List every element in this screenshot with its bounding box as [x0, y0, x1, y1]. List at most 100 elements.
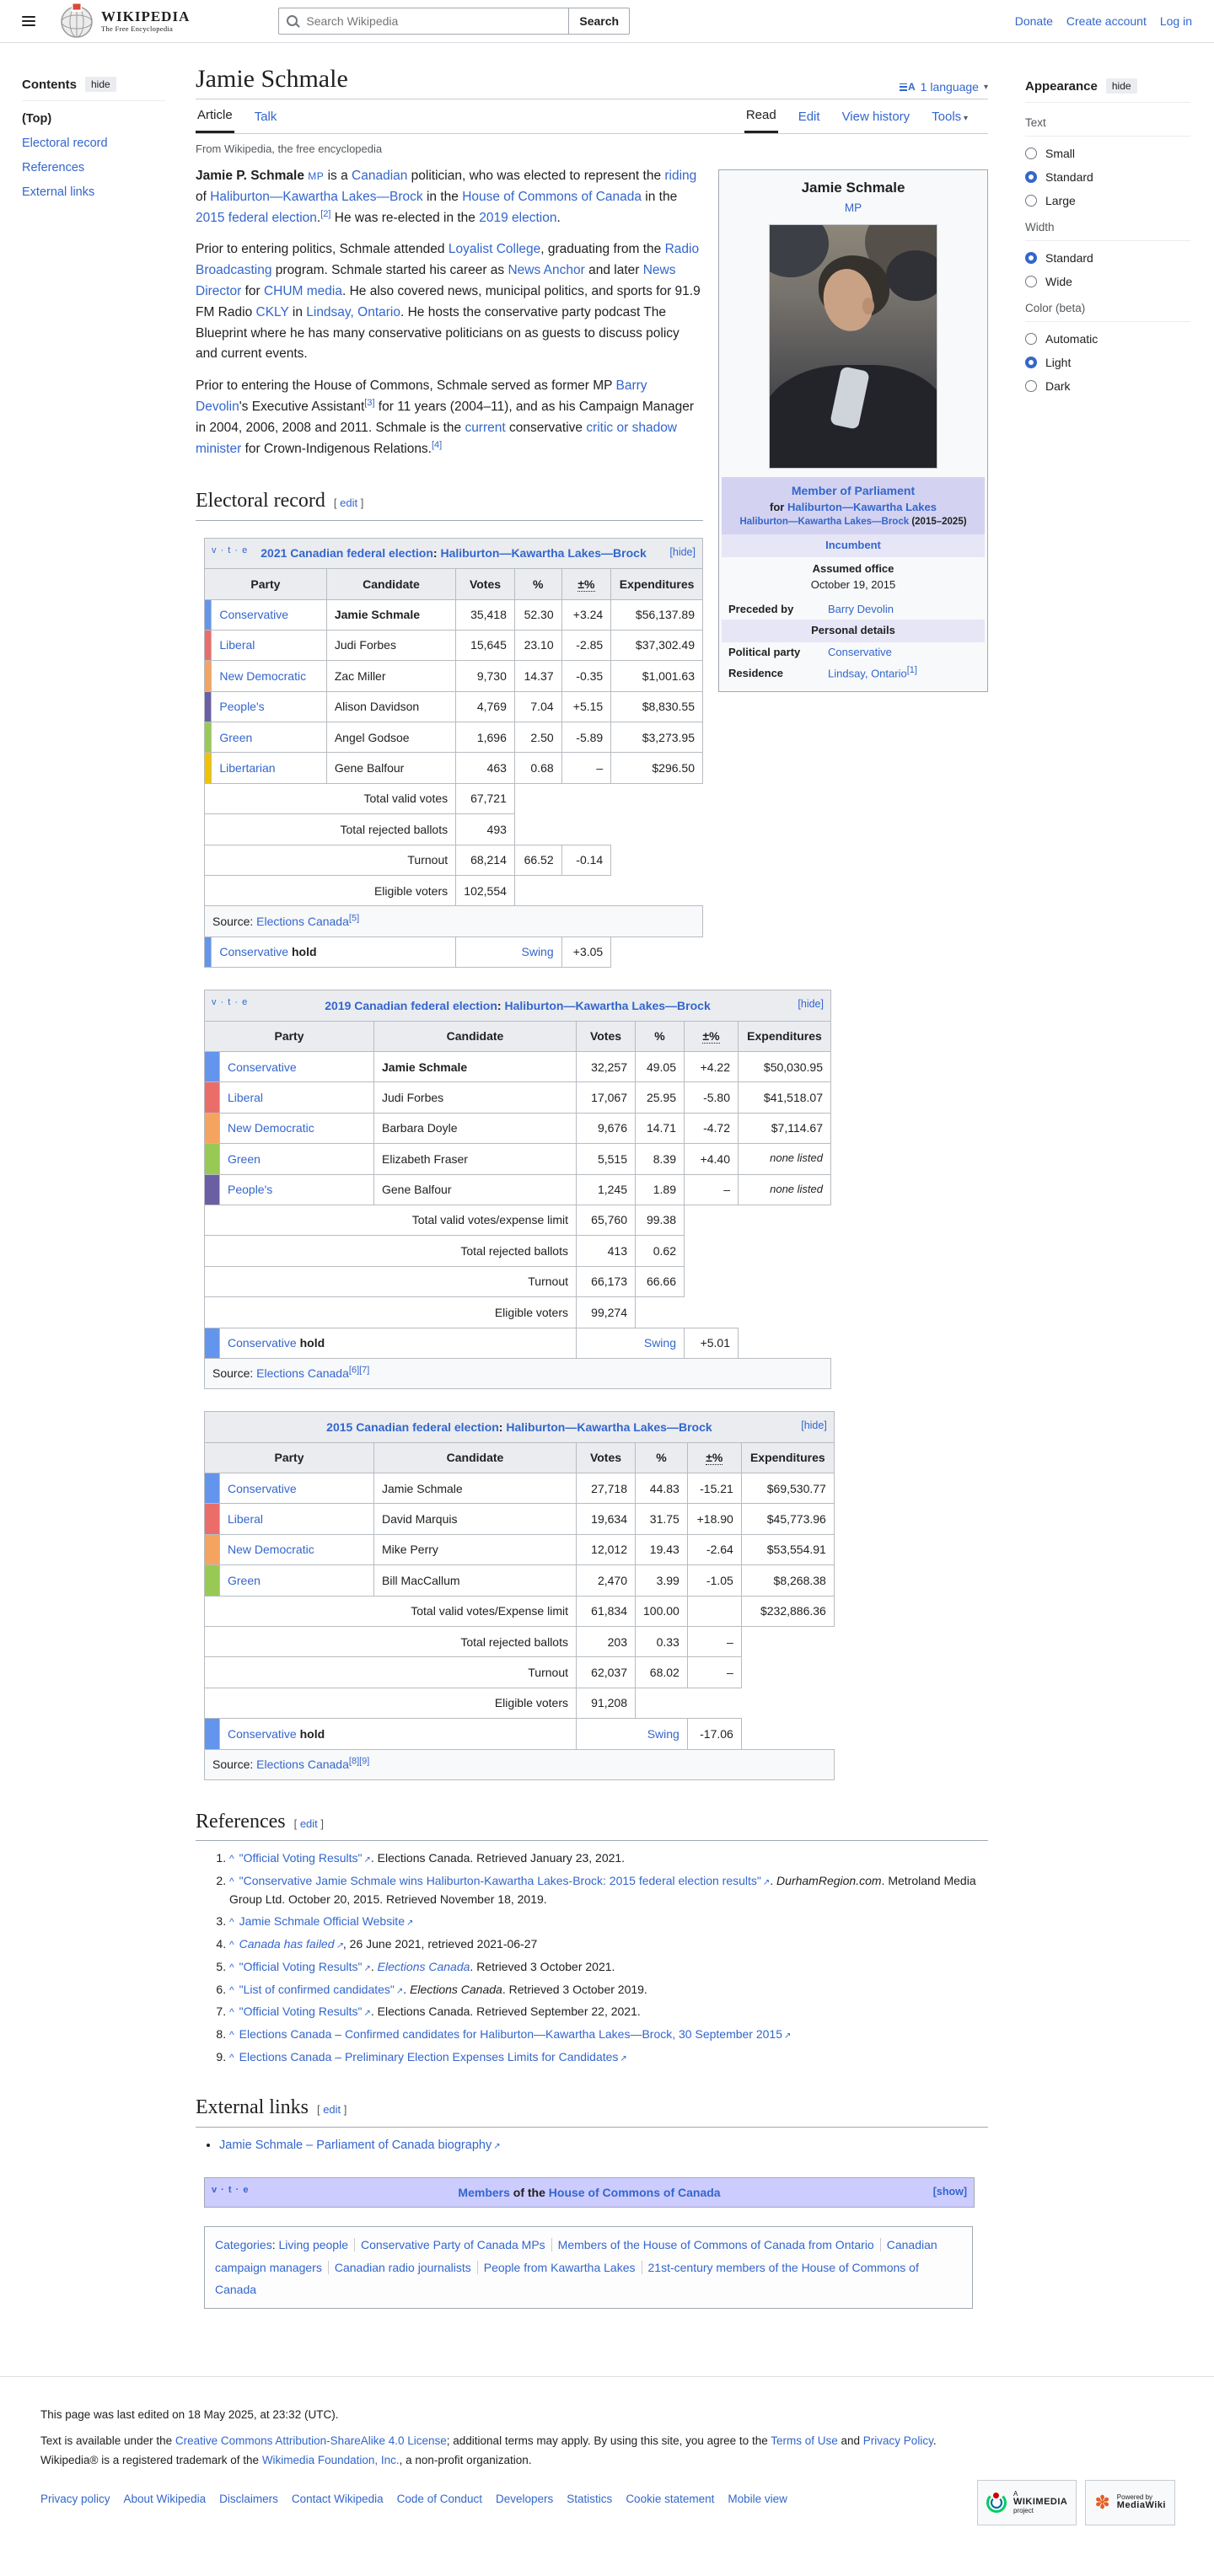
reference-sup[interactable]: [5]	[348, 913, 360, 924]
wiki-link[interactable]: Haliburton—Kawartha Lakes—Brock	[506, 1419, 712, 1434]
wiki-link[interactable]: Radio Broadcasting	[196, 242, 700, 278]
radio-icon[interactable]	[1025, 357, 1037, 368]
wiki-link[interactable]: riding	[664, 169, 697, 183]
riding-link[interactable]: Haliburton—Kawartha Lakes	[787, 500, 937, 513]
residence-link[interactable]: Lindsay, Ontario	[828, 667, 907, 680]
tab-article[interactable]: Article	[196, 99, 234, 133]
cite-backlink[interactable]: ^	[229, 1876, 234, 1888]
footer-link-contact-wikipedia[interactable]: Contact Wikipedia	[291, 2492, 384, 2505]
cite-backlink[interactable]: ^	[229, 2028, 234, 2041]
table-hide-button[interactable]: [hide]	[801, 1419, 827, 1432]
footer-link-disclaimers[interactable]: Disclaimers	[219, 2492, 278, 2505]
radio-icon[interactable]	[1025, 276, 1037, 287]
wiki-link[interactable]: 2021 Canadian federal election	[261, 546, 433, 561]
wikipedia-logo[interactable]: WIKIPEDIA The Free Encyclopedia	[59, 3, 190, 39]
reference-sup[interactable]: [1]	[906, 665, 917, 676]
wiki-link[interactable]: Haliburton—Kawartha Lakes—Brock	[504, 998, 711, 1012]
swing-link[interactable]: Swing	[643, 1336, 676, 1350]
external-link[interactable]: "Conservative Jamie Schmale wins Halibur…	[239, 1874, 771, 1887]
wiki-link[interactable]: Lindsay, Ontario	[306, 304, 400, 319]
party-link[interactable]: Green	[219, 730, 253, 744]
wiki-link[interactable]: News Anchor	[508, 263, 585, 278]
sidebar-item-external-links[interactable]: External links	[22, 185, 95, 199]
party-link[interactable]: Conservative	[228, 1060, 297, 1074]
wiki-link[interactable]: News Director	[196, 263, 676, 298]
party-link[interactable]: New Democratic	[228, 1543, 314, 1557]
party-link[interactable]: Conservative	[219, 945, 289, 959]
party-link[interactable]: Conservative	[219, 608, 289, 622]
navbox-show-button[interactable]: [show]	[932, 2185, 967, 2198]
preceded-by-link[interactable]: Barry Devolin	[828, 602, 894, 615]
radio-option-large[interactable]: Large	[1025, 194, 1190, 207]
wiki-link[interactable]: Creative Commons Attribution-ShareAlike …	[175, 2434, 447, 2447]
wiki-link[interactable]: critic or shadow minister	[196, 420, 678, 456]
wiki-link[interactable]: Terms of Use	[771, 2434, 838, 2447]
edit-link[interactable]: edit	[299, 1817, 318, 1830]
wiki-link[interactable]: Canadian	[352, 169, 408, 183]
radio-icon[interactable]	[1025, 171, 1037, 183]
wiki-link[interactable]: Elections Canada	[256, 914, 349, 928]
party-link[interactable]: Conservative	[228, 1481, 297, 1495]
riding-brock-link[interactable]: Haliburton—Kawartha Lakes—Brock	[739, 517, 910, 528]
edit-link[interactable]: edit	[340, 496, 358, 510]
top-link-log-in[interactable]: Log in	[1159, 14, 1192, 28]
hamburger-menu-icon[interactable]	[22, 16, 35, 26]
sidebar-item-electoral-record[interactable]: Electoral record	[22, 137, 108, 150]
party-link[interactable]: Libertarian	[219, 760, 276, 775]
cite-backlink[interactable]: ^	[229, 1939, 234, 1951]
wiki-link[interactable]: 2015 Canadian federal election	[326, 1419, 499, 1434]
radio-icon[interactable]	[1025, 380, 1037, 392]
appearance-hide-button[interactable]: hide	[1105, 78, 1137, 94]
cite-backlink[interactable]: ^	[229, 2006, 234, 2019]
external-link[interactable]: "Official Voting Results"	[239, 1851, 371, 1865]
party-link[interactable]: Liberal	[228, 1511, 264, 1526]
wiki-link[interactable]: House of Commons of Canada	[548, 2185, 721, 2199]
office-link[interactable]: Member of Parliament	[791, 484, 916, 498]
powered-by-mediawiki-badge[interactable]: ✽ Powered by MediaWiki	[1085, 2479, 1175, 2525]
wiki-link[interactable]: 2019 election	[479, 210, 557, 225]
party-link[interactable]: People's	[219, 700, 265, 714]
top-link-create-account[interactable]: Create account	[1066, 14, 1147, 28]
vte-links[interactable]: v · t · e	[212, 545, 249, 555]
radio-icon[interactable]	[1025, 333, 1037, 345]
vte-links[interactable]: v · t · e	[212, 997, 249, 1008]
wiki-link[interactable]: Privacy Policy	[862, 2434, 933, 2447]
external-link[interactable]: Jamie Schmale – Parliament of Canada bio…	[219, 2139, 501, 2152]
external-link[interactable]: "Official Voting Results"	[239, 1960, 371, 1973]
external-link[interactable]: Elections Canada – Confirmed candidates …	[239, 2027, 792, 2041]
radio-option-standard[interactable]: Standard	[1025, 170, 1190, 184]
party-link[interactable]: Liberal	[228, 1090, 264, 1104]
party-link[interactable]: Green	[228, 1151, 261, 1166]
wiki-link[interactable]: current	[465, 420, 506, 435]
wiki-link[interactable]: 2015 federal election	[196, 210, 317, 225]
swing-link[interactable]: Swing	[521, 945, 554, 959]
cite-backlink[interactable]: ^	[229, 1916, 234, 1929]
footer-link-mobile-view[interactable]: Mobile view	[728, 2492, 787, 2505]
wiki-link[interactable]: Members	[458, 2185, 510, 2199]
swing-link[interactable]: Swing	[647, 1726, 680, 1741]
footer-link-cookie-statement[interactable]: Cookie statement	[626, 2492, 715, 2505]
footer-link-privacy-policy[interactable]: Privacy policy	[40, 2492, 110, 2505]
reference-sup[interactable]: [3]	[364, 397, 375, 408]
party-link[interactable]: Green	[228, 1573, 261, 1587]
cite-backlink[interactable]: ^	[229, 1983, 234, 1996]
category-link[interactable]: People from Kawartha Lakes	[483, 2260, 636, 2274]
cite-backlink[interactable]: ^	[229, 1961, 234, 1973]
table-hide-button[interactable]: [hide]	[798, 998, 824, 1011]
top-link-donate[interactable]: Donate	[1014, 14, 1053, 28]
wiki-link[interactable]: 2019 Canadian federal election	[325, 998, 497, 1012]
category-link[interactable]: Canadian campaign managers	[215, 2238, 937, 2274]
wiki-link[interactable]: Barry Devolin	[196, 378, 647, 414]
wiki-link[interactable]: House of Commons of Canada	[462, 189, 642, 204]
wikimedia-project-badge[interactable]: A WIKIMEDIA project	[976, 2479, 1077, 2525]
category-link[interactable]: Canadian radio journalists	[334, 2260, 471, 2274]
search-button[interactable]: Search	[569, 8, 631, 35]
search-input[interactable]	[278, 8, 570, 35]
party-link[interactable]: New Democratic	[219, 668, 307, 683]
category-link[interactable]: Living people	[278, 2238, 348, 2252]
radio-option-light[interactable]: Light	[1025, 356, 1190, 369]
category-link[interactable]: Conservative Party of Canada MPs	[361, 2238, 545, 2252]
wiki-link[interactable]: Elections Canada	[256, 1366, 349, 1381]
wiki-link[interactable]: CKLY	[255, 304, 289, 319]
category-link[interactable]: Members of the House of Commons of Canad…	[557, 2238, 874, 2252]
